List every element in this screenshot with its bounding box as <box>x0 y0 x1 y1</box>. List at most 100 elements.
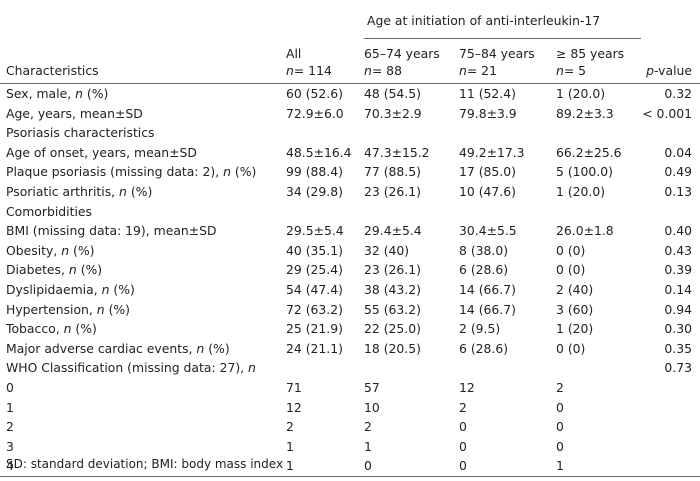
table-row: 0 71 57 12 2 <box>0 378 700 398</box>
cell-all <box>286 202 364 222</box>
cell-all: 48.5±16.4 <box>286 144 352 160</box>
row-label: BMI (missing data: 19), mean±SD <box>0 221 286 241</box>
cell-85plus: 0 (0) <box>556 340 586 356</box>
row-label-italic: n <box>68 262 77 278</box>
cell-all: 29.5±5.4 <box>286 223 344 239</box>
row-label-text: 3 <box>6 438 14 454</box>
table-row: Tobacco, n (%) 25 (21.9) 22 (25.0) 2 (9.5) 1… <box>0 319 700 339</box>
col-header-85plus-title: ≥ 85 years <box>556 46 625 61</box>
row-label-text: Psoriasis characteristics <box>6 125 155 141</box>
cell-p-value: 0.04 <box>664 144 692 160</box>
table-row: Psoriatic arthritis, n (%) 34 (29.8) 23 (2… <box>0 182 700 202</box>
cell-65-74: 47.3±15.2 <box>364 144 430 160</box>
cell-75-84: 14 (66.7) <box>459 301 516 317</box>
table-footnote: SD: standard deviation; BMI: body mass i… <box>6 457 284 471</box>
cell-p-value: 0.32 <box>641 82 700 104</box>
row-label-suffix: (%) <box>126 183 153 199</box>
cell-75-84 <box>459 123 556 143</box>
table-row: BMI (missing data: 19), mean±SD 29.5±5.4 2… <box>0 221 700 241</box>
cell-p-value <box>641 202 700 222</box>
cell-all: 60 (52.6) <box>286 82 364 104</box>
cell-75-84: 2 (9.5) <box>459 321 501 337</box>
cell-p-value: 0.14 <box>664 281 692 297</box>
row-label-italic: n <box>75 86 83 101</box>
cell-75-84: 6 (28.6) <box>459 340 509 356</box>
cell-75-84: 8 (38.0) <box>459 242 509 258</box>
cell-65-74: 48 (54.5) <box>364 82 459 104</box>
row-label: Diabetes, n (%) <box>0 260 286 280</box>
cell-all: 1 <box>286 438 294 454</box>
row-label-text: Obesity, <box>6 242 62 258</box>
col-header-75-84-title: 75–84 years <box>459 46 535 61</box>
row-label-text: Tobacco, <box>6 321 64 337</box>
cell-p-value: 0.43 <box>664 242 692 258</box>
row-label: Major adverse cardiac events, n (%) <box>0 339 286 359</box>
row-label-italic: n <box>223 164 231 180</box>
row-label: Psoriasis characteristics <box>0 123 286 143</box>
table-body: Sex, male, n (%) 60 (52.6) 48 (54.5) 11 (52… <box>0 82 700 477</box>
cell-65-74: 23 (26.1) <box>364 262 421 278</box>
cell-85plus: 89.2±3.3 <box>556 105 614 121</box>
col-header-65-74: 65–74 years n= 88 <box>364 39 459 84</box>
cell-all: 99 (88.4) <box>286 164 343 180</box>
cell-65-74: 22 (25.0) <box>364 321 421 337</box>
row-label-text: WHO Classification (missing data: 27), <box>6 360 249 376</box>
cell-65-74: 38 (43.2) <box>364 281 421 297</box>
col-header-all-title: All <box>286 46 302 61</box>
col-header-85plus-n: n <box>556 63 564 78</box>
cell-all: 1 <box>286 456 364 477</box>
cell-75-84: 14 (66.7) <box>459 281 516 297</box>
col-header-85plus: ≥ 85 years n= 5 <box>556 39 641 84</box>
row-label: Plaque psoriasis (missing data: 2), n (%… <box>0 162 286 182</box>
table-row: Sex, male, n (%) 60 (52.6) 48 (54.5) 11 (52… <box>0 82 700 104</box>
header-row-group: Age at initiation of anti-interleukin-17 <box>0 0 700 39</box>
age-group-header: Age at initiation of anti-interleukin-17 <box>364 0 641 39</box>
cell-all: 12 <box>286 399 302 415</box>
cell-75-84: 2 <box>459 399 467 415</box>
cell-75-84: 0 <box>459 456 556 477</box>
table-row: 1 12 10 2 0 <box>0 398 700 418</box>
col-header-65-74-title: 65–74 years <box>364 46 440 61</box>
cell-p-value: 0.94 <box>664 301 692 317</box>
section-row: Comorbidities <box>0 202 700 222</box>
cell-all: 29 (25.4) <box>286 262 343 278</box>
cell-85plus: 1 (20) <box>556 321 594 337</box>
col-header-75-84-n: n <box>459 63 467 78</box>
cell-85plus: 1 (20.0) <box>556 82 641 104</box>
row-label-italic: n <box>248 360 256 376</box>
row-label: Tobacco, n (%) <box>0 319 286 339</box>
table-row: Obesity, n (%) 40 (35.1) 32 (40) 8 (38.0) 0 … <box>0 241 700 261</box>
row-label-text: Sex, male, <box>6 86 76 101</box>
row-label-text: Psoriatic arthritis, <box>6 183 120 199</box>
cell-85plus: 0 (0) <box>556 262 586 278</box>
col-header-p-italic: p <box>646 63 655 78</box>
row-label-text: Comorbidities <box>6 203 92 219</box>
cell-65-74: 29.4±5.4 <box>364 223 422 239</box>
cell-65-74: 0 <box>364 456 459 477</box>
cell-p-value: 0.13 <box>664 183 692 199</box>
row-label: Age, years, mean±SD <box>0 104 286 124</box>
cell-85plus: 3 (60) <box>556 301 594 317</box>
cell-all <box>286 123 364 143</box>
col-header-all-count: = 114 <box>293 63 332 78</box>
row-label: Dyslipidaemia, n (%) <box>0 280 286 300</box>
row-label-italic: n <box>119 183 127 199</box>
cell-85plus: 5 (100.0) <box>556 164 613 180</box>
table-row: Plaque psoriasis (missing data: 2), n (%… <box>0 162 700 182</box>
row-label-italic: n <box>63 321 72 337</box>
row-label: 0 <box>0 378 286 398</box>
section-row: Psoriasis characteristics <box>0 123 700 143</box>
cell-65-74: 2 <box>364 419 372 435</box>
row-label: WHO Classification (missing data: 27), n <box>0 358 286 378</box>
cell-all: 24 (21.1) <box>286 340 343 356</box>
table-row: Hypertension, n (%) 72 (63.2) 55 (63.2) 14 … <box>0 300 700 320</box>
col-header-all-n: n <box>286 63 294 78</box>
row-label-suffix: (%) <box>82 86 109 101</box>
col-header-characteristics: Characteristics <box>6 63 99 78</box>
row-label: 4 <box>0 456 286 477</box>
row-label-text: 4 <box>6 458 14 474</box>
cell-85plus: 1 <box>556 456 641 477</box>
cell-all: 71 <box>286 379 302 395</box>
